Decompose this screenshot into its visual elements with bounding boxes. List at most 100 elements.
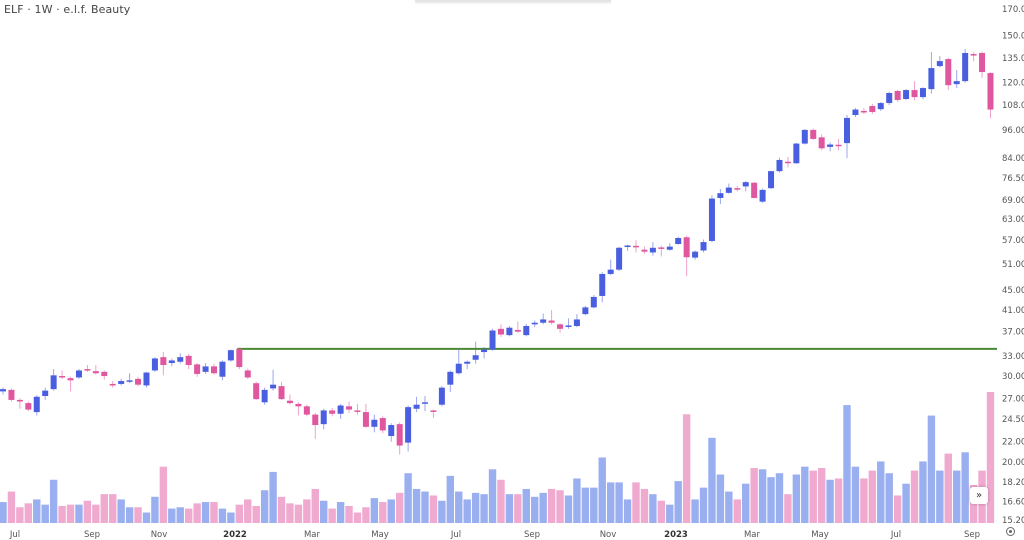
candle[interactable] xyxy=(413,396,420,413)
candle[interactable] xyxy=(354,403,361,415)
candle[interactable] xyxy=(143,371,150,388)
candle[interactable] xyxy=(177,353,184,364)
candle[interactable] xyxy=(185,353,192,370)
candle[interactable] xyxy=(0,387,6,395)
candle[interactable] xyxy=(531,320,538,328)
candle[interactable] xyxy=(708,195,715,243)
candle[interactable] xyxy=(573,314,580,328)
candle[interactable] xyxy=(919,87,926,100)
candle[interactable] xyxy=(438,386,445,407)
candle[interactable] xyxy=(540,313,547,325)
candle[interactable] xyxy=(582,305,589,316)
candle[interactable] xyxy=(253,381,260,400)
candle[interactable] xyxy=(683,235,690,277)
candle[interactable] xyxy=(211,363,217,375)
candle[interactable] xyxy=(860,107,867,115)
candle[interactable] xyxy=(489,328,496,351)
candle[interactable] xyxy=(599,272,606,303)
gear-icon[interactable] xyxy=(1006,527,1015,536)
candle[interactable] xyxy=(303,404,310,417)
candle[interactable] xyxy=(194,363,201,377)
candle[interactable] xyxy=(616,246,623,271)
candle[interactable] xyxy=(962,49,969,83)
candle[interactable] xyxy=(497,324,504,337)
candle[interactable] xyxy=(557,323,564,333)
candle[interactable] xyxy=(320,408,327,430)
candle[interactable] xyxy=(346,401,353,413)
candle[interactable] xyxy=(835,138,842,151)
candle[interactable] xyxy=(886,91,893,105)
candle[interactable] xyxy=(852,107,859,118)
candle[interactable] xyxy=(270,369,277,391)
candle[interactable] xyxy=(844,115,850,159)
candle[interactable] xyxy=(827,142,834,152)
candle[interactable] xyxy=(447,370,454,393)
candle[interactable] xyxy=(109,381,116,388)
candle[interactable] xyxy=(911,81,918,101)
candle[interactable] xyxy=(869,104,876,115)
candle[interactable] xyxy=(396,422,403,455)
candle[interactable] xyxy=(928,52,935,94)
candle[interactable] xyxy=(979,51,986,78)
candle[interactable] xyxy=(388,423,395,442)
candle[interactable] xyxy=(236,347,243,370)
candle[interactable] xyxy=(633,240,639,253)
candle[interactable] xyxy=(810,128,817,141)
candle[interactable] xyxy=(455,349,462,375)
candle[interactable] xyxy=(84,365,91,372)
candle[interactable] xyxy=(936,56,943,68)
candle[interactable] xyxy=(219,360,226,381)
candle[interactable] xyxy=(244,368,251,379)
candle[interactable] xyxy=(987,72,994,119)
candle[interactable] xyxy=(700,239,707,253)
candle[interactable] xyxy=(649,242,656,256)
candle[interactable] xyxy=(118,378,125,386)
candle[interactable] xyxy=(894,89,901,103)
candle[interactable] xyxy=(565,318,572,329)
panel-drag-handle[interactable] xyxy=(415,0,611,2)
candle[interactable] xyxy=(227,349,234,362)
candle[interactable] xyxy=(903,88,910,101)
candle[interactable] xyxy=(75,369,82,379)
candle[interactable] xyxy=(624,244,631,251)
candle[interactable] xyxy=(312,412,319,439)
candle[interactable] xyxy=(151,357,158,372)
candle[interactable] xyxy=(658,245,665,257)
candle[interactable] xyxy=(278,381,285,400)
candle[interactable] xyxy=(261,387,268,405)
candle[interactable] xyxy=(405,405,412,452)
candle[interactable] xyxy=(25,401,32,412)
candle[interactable] xyxy=(379,416,386,434)
candle[interactable] xyxy=(362,403,369,428)
candle[interactable] xyxy=(92,365,99,375)
candle[interactable] xyxy=(666,243,673,251)
candle[interactable] xyxy=(523,323,530,337)
candle[interactable] xyxy=(286,394,293,405)
candle[interactable] xyxy=(692,250,699,260)
candle[interactable] xyxy=(607,259,614,276)
candle[interactable] xyxy=(101,370,108,380)
candle[interactable] xyxy=(717,189,724,205)
candle[interactable] xyxy=(514,321,521,333)
candle[interactable] xyxy=(793,142,800,164)
candle[interactable] xyxy=(295,402,302,416)
candle[interactable] xyxy=(801,129,808,145)
candle[interactable] xyxy=(548,309,555,325)
candle[interactable] xyxy=(877,102,884,111)
candle[interactable] xyxy=(945,57,952,91)
candle[interactable] xyxy=(784,156,791,168)
candle[interactable] xyxy=(160,352,167,376)
candle[interactable] xyxy=(641,246,648,254)
double-chevron-right-icon[interactable]: » xyxy=(970,487,988,504)
candle[interactable] xyxy=(337,403,344,419)
candle[interactable] xyxy=(675,236,682,245)
candle[interactable] xyxy=(506,326,513,337)
candle[interactable] xyxy=(42,387,49,400)
candle[interactable] xyxy=(126,373,133,384)
candle[interactable] xyxy=(33,395,40,416)
candle[interactable] xyxy=(742,181,749,192)
candle[interactable] xyxy=(970,52,977,62)
candle[interactable] xyxy=(8,388,15,402)
candle[interactable] xyxy=(725,183,732,194)
